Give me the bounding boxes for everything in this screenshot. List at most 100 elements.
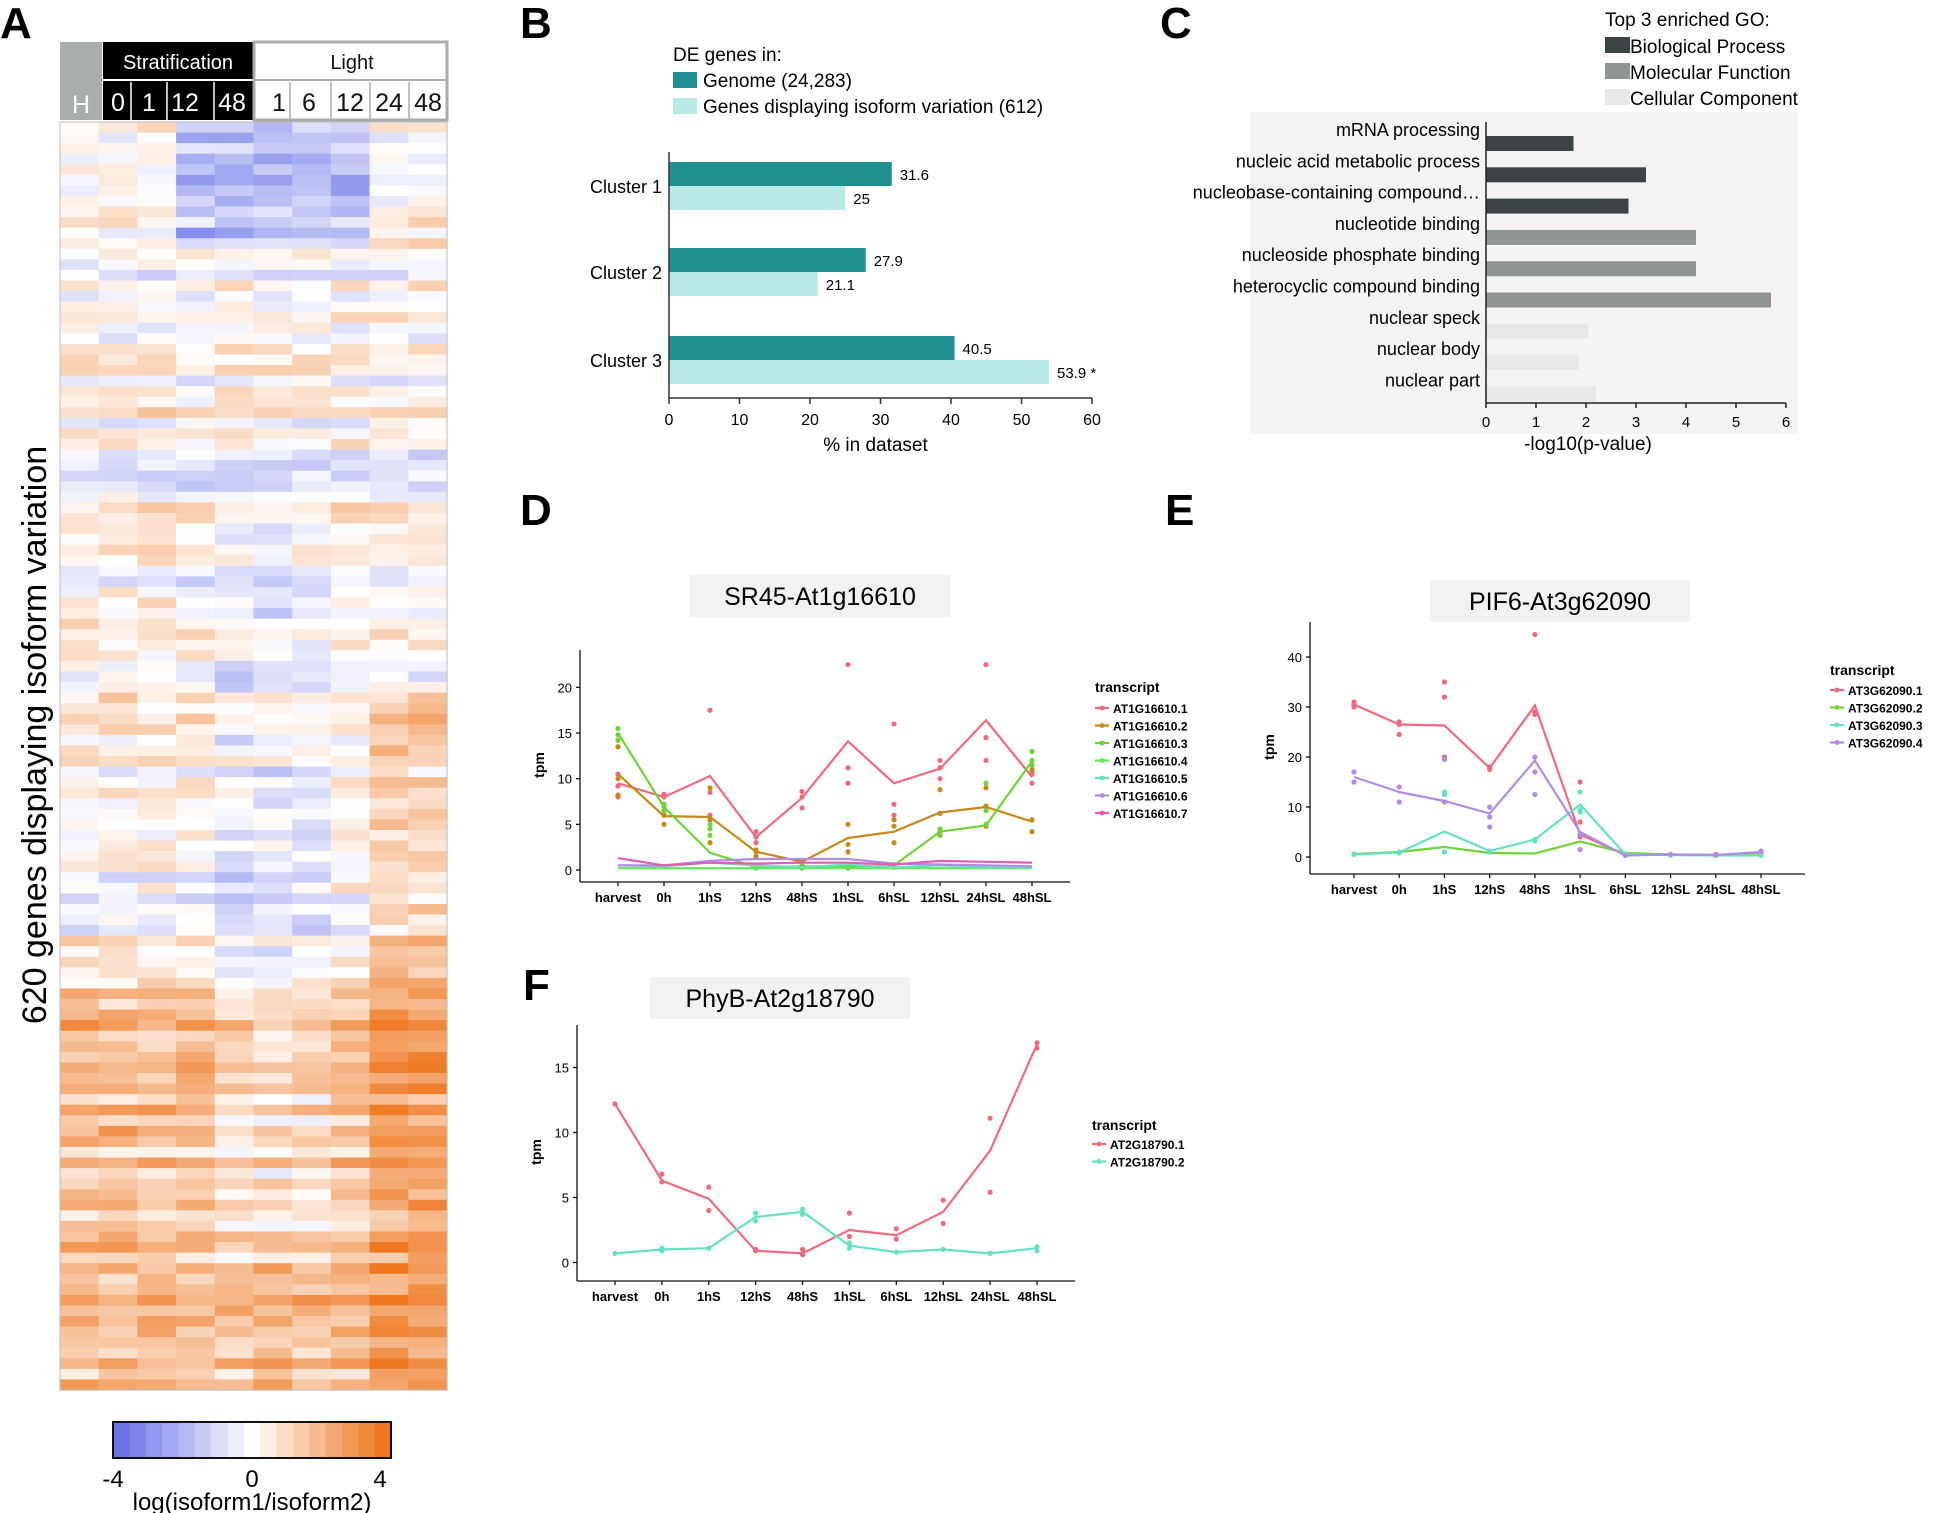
heatmap-cell xyxy=(176,1136,216,1148)
heatmap-cell xyxy=(330,988,371,1000)
heatmap-cell xyxy=(369,1136,409,1148)
heatmap-cell xyxy=(176,1210,216,1222)
heatmap-cell xyxy=(137,671,177,683)
heatmap-cell xyxy=(60,375,100,387)
heatmap-cell xyxy=(60,629,100,641)
heatmap-cell xyxy=(176,1189,216,1201)
heatmap-cell xyxy=(408,491,448,503)
heatmap-cell xyxy=(253,1136,293,1148)
light-time-label: 48 xyxy=(414,89,442,117)
heatmap-cell xyxy=(253,1073,293,1085)
heatmap-cell xyxy=(292,734,332,747)
light-time-label: 24 xyxy=(375,89,403,117)
heatmap-cell xyxy=(369,999,409,1011)
colorbar-step xyxy=(276,1422,294,1458)
heatmap-cell xyxy=(137,333,177,345)
replicate-point xyxy=(707,707,713,713)
heatmap-cell xyxy=(60,1368,100,1381)
heatmap-cell xyxy=(369,1041,409,1053)
heatmap-cell xyxy=(98,1273,138,1285)
heatmap-cell xyxy=(137,829,177,842)
replicate-point xyxy=(707,832,713,838)
chart-d: SR45-At1g16610 0 5 10 15 20 harvest 0h 1hS 12hS 48… xyxy=(531,575,1188,905)
heatmap-cell xyxy=(369,248,409,260)
heatmap-cell xyxy=(330,576,371,588)
heatmap-cell xyxy=(292,1305,332,1317)
heatmap-cell xyxy=(408,481,448,493)
heatmap-cell xyxy=(176,1041,216,1053)
heatmap-cell xyxy=(292,1073,332,1085)
heatmap-cell xyxy=(253,1020,293,1032)
heatmap-cell xyxy=(253,1294,293,1307)
heatmap-cell xyxy=(60,766,100,778)
heatmap-cell xyxy=(330,143,371,155)
heatmap-cell xyxy=(98,185,138,197)
replicate-point xyxy=(799,1206,806,1212)
y-tick-label: 10 xyxy=(555,1126,569,1141)
heatmap-cell xyxy=(408,1168,448,1180)
heatmap-cell xyxy=(98,766,138,778)
replicate-point xyxy=(937,757,943,764)
heatmap-cell xyxy=(214,650,255,662)
heatmap-cell xyxy=(408,365,448,377)
heatmap-cell xyxy=(330,808,371,820)
heatmap-cell xyxy=(408,1189,448,1201)
heatmap-cells xyxy=(60,122,448,1391)
replicate-point xyxy=(753,829,759,835)
heatmap-cell xyxy=(330,1094,371,1106)
heatmap-cell xyxy=(369,1073,409,1085)
heatmap-cell xyxy=(408,174,448,186)
heatmap-cell xyxy=(214,1273,255,1285)
legend-c-swatch-mol xyxy=(1605,63,1630,79)
heatmap-cell xyxy=(408,1020,448,1032)
heatmap-cell xyxy=(330,756,371,768)
x-tick-label: 0 xyxy=(1482,414,1490,431)
heatmap-cell xyxy=(253,174,293,186)
series-line xyxy=(617,773,1033,863)
heatmap-cell xyxy=(98,449,138,461)
heatmap-cell xyxy=(98,153,138,165)
heatmap-cell xyxy=(137,946,177,958)
heatmap-cell xyxy=(369,977,409,990)
legend-swatch-dot xyxy=(1099,758,1105,763)
heatmap-cell xyxy=(369,734,409,747)
heatmap-cell xyxy=(408,1337,448,1349)
replicate-point xyxy=(937,776,943,782)
heatmap-cell xyxy=(98,851,138,863)
heatmap-cell xyxy=(176,259,216,271)
heatmap-cell xyxy=(137,386,177,398)
heatmap-cell xyxy=(137,195,177,208)
heatmap-cell xyxy=(330,1157,371,1169)
go-bar xyxy=(1486,198,1629,214)
heatmap-cell xyxy=(214,312,255,324)
heatmap-cell xyxy=(253,301,293,313)
heatmap-cell xyxy=(292,682,332,694)
heatmap-cell xyxy=(98,1115,138,1127)
heatmap-cell xyxy=(60,808,100,820)
heatmap-cell xyxy=(214,259,255,271)
replicate-point xyxy=(799,788,805,795)
go-term-label: nucleic acid metabolic process xyxy=(1236,151,1480,171)
heatmap-cell xyxy=(60,967,100,979)
replicate-point xyxy=(707,840,713,846)
heatmap-cell xyxy=(408,766,448,778)
replicate-point xyxy=(1396,799,1402,805)
heatmap-cell xyxy=(369,1199,409,1211)
heatmap-cell xyxy=(369,407,409,419)
heatmap-cell xyxy=(214,734,255,747)
heatmap-cell xyxy=(60,143,100,155)
heatmap-cell xyxy=(292,1294,332,1307)
heatmap-cell xyxy=(292,1263,332,1275)
heatmap-cell xyxy=(292,1041,332,1053)
heatmap-cell xyxy=(330,122,371,134)
heatmap-cell xyxy=(330,703,371,715)
heatmap-cell xyxy=(292,1273,332,1285)
heatmap-cell xyxy=(98,935,138,947)
heatmap-cell xyxy=(292,407,332,419)
replicate-point xyxy=(845,780,851,786)
heatmap-cell xyxy=(98,777,138,789)
heatmap-cell xyxy=(292,1358,332,1370)
replicate-point xyxy=(1487,824,1493,830)
x-tick-label: 40 xyxy=(942,412,960,429)
heatmap-cell xyxy=(60,597,100,609)
